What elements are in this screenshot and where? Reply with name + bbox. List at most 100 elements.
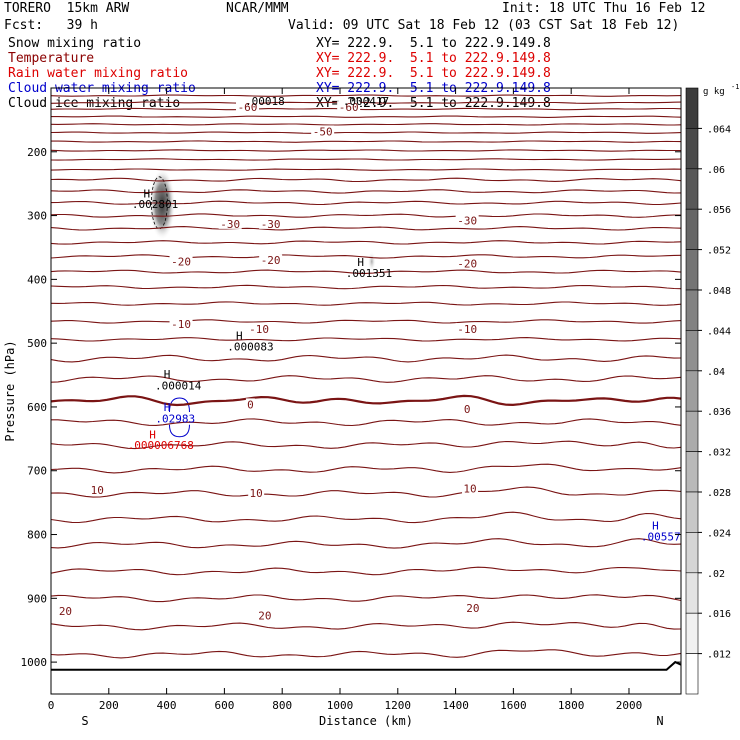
temperature-label: -30 — [457, 215, 477, 228]
extremum-h-marker: H — [164, 401, 171, 414]
temperature-label: -10 — [171, 318, 191, 331]
center-label: NCAR/MMM — [226, 1, 289, 16]
isotherm-line — [50, 189, 682, 194]
field-rain-name: Rain water mixing ratio — [8, 66, 189, 81]
y-tick-label: 600 — [27, 401, 47, 414]
colorbar-tick-label: .016 — [707, 609, 731, 620]
colorbar-bin — [685, 410, 699, 452]
isotherm-line — [50, 511, 682, 524]
extremum-value: .000083 — [227, 340, 273, 353]
snow-secondary-shading — [367, 251, 376, 272]
temperature-label: -20 — [171, 256, 191, 269]
x-tick-label: 400 — [157, 699, 177, 712]
isotherm-line — [50, 538, 682, 549]
colorbar-tick-label: .024 — [707, 528, 731, 539]
extremum-value: .000014 — [155, 379, 202, 392]
colorbar-bin — [685, 653, 699, 695]
temperature-label-bg — [311, 125, 335, 137]
isotherm-line — [50, 131, 682, 134]
temperature-label: -10 — [457, 323, 477, 336]
colorbar-unit: g kg — [703, 87, 725, 97]
temperature-label: -60 — [238, 101, 258, 114]
colorbar-bin — [685, 572, 699, 614]
colorbar-tick-label: .064 — [707, 124, 731, 135]
isotherm-line — [50, 269, 682, 274]
isotherm-line — [50, 486, 682, 498]
y-tick-label: 900 — [27, 592, 47, 605]
field-temperature-name: Temperature — [8, 51, 95, 66]
colorbar-bin — [685, 289, 699, 331]
colorbar-tick-label: .06 — [707, 165, 725, 176]
extremum-value: .02983 — [155, 412, 195, 425]
colorbar-bin — [685, 370, 699, 412]
y-tick-label: 1000 — [21, 656, 48, 669]
temperature-label: -50 — [313, 125, 333, 138]
colorbar-tick-label: .032 — [707, 448, 731, 459]
extremum-value: .00557 — [641, 530, 681, 543]
extremum-value: .002801 — [132, 198, 178, 211]
plot-frame — [50, 87, 682, 695]
temperature-label-bg — [455, 214, 479, 226]
temperature-label-bg — [455, 257, 479, 269]
valid-time: Valid: 09 UTC Sat 18 Feb 12 (03 CST Sat … — [288, 18, 680, 33]
y-tick-label: 800 — [27, 529, 47, 542]
isotherm-line — [50, 158, 682, 161]
temperature-label: -20 — [457, 257, 477, 270]
temperature-label: -20 — [261, 254, 281, 267]
isotherm-line — [50, 649, 682, 659]
isotherm-line — [50, 149, 681, 152]
isotherm-line — [50, 240, 682, 245]
temperature-label: 0 — [247, 398, 254, 411]
x-tick-label: 1200 — [385, 699, 412, 712]
temperature-label-bg — [455, 323, 479, 335]
colorbar-tick-label: .02 — [707, 569, 725, 580]
colorbar-bin — [685, 87, 699, 129]
temperature-label-bg — [57, 605, 74, 617]
extremum-value: .001351 — [346, 267, 392, 280]
isotherm-line — [50, 123, 682, 126]
temperature-label: 20 — [59, 605, 72, 618]
temperature-label-bg — [462, 402, 472, 414]
y-tick-label: 300 — [27, 210, 47, 223]
temperature-label: 20 — [466, 602, 479, 615]
colorbar-tick-label: .028 — [707, 488, 731, 499]
colorbar-bin — [685, 249, 699, 291]
temperature-label-bg — [259, 254, 283, 266]
x-axis-label: Distance (km) — [319, 714, 413, 728]
temperature-label-bg — [464, 601, 481, 613]
temperature-label-bg — [236, 101, 260, 113]
isotherm-line — [50, 621, 682, 631]
isotherm-line — [50, 440, 682, 450]
colorbar-bin — [685, 168, 699, 210]
south-end-label: S — [81, 714, 88, 728]
isotherm-line — [50, 94, 682, 97]
y-tick-label: 700 — [27, 465, 47, 478]
temperature-label: 10 — [463, 483, 476, 496]
x-tick-label: 1000 — [327, 699, 354, 712]
isotherm-line — [50, 107, 682, 111]
colorbar-tick-label: .036 — [707, 407, 731, 418]
colorbar-tick-label: .044 — [707, 326, 731, 337]
isotherm-line — [50, 177, 682, 183]
isotherm-line — [50, 284, 682, 290]
temperature-label: -60 — [339, 101, 359, 114]
temperature-label-bg — [337, 101, 361, 113]
extremum-value: .000417 — [343, 95, 389, 108]
temperature-label-bg — [248, 487, 265, 499]
x-tick-label: 1600 — [500, 699, 527, 712]
isotherm-line — [50, 566, 682, 576]
x-tick-label: 800 — [272, 699, 292, 712]
colorbar-bin — [685, 128, 699, 170]
isotherm-line — [50, 168, 682, 171]
colorbar-bin — [685, 208, 699, 250]
field-snow-xy: XY= 222.9. 5.1 to 222.9.149.8 — [316, 36, 551, 51]
temperature-label-bg — [89, 483, 106, 495]
temperature-label-bg — [462, 482, 479, 494]
colorbar-tick-label: .052 — [707, 246, 731, 257]
temperature-label: 0 — [464, 403, 471, 416]
field-cloud-ice-name: Cloud ice mixing ratio — [8, 96, 181, 111]
extremum-h-marker: H — [143, 187, 150, 200]
temperature-label: 20 — [258, 610, 271, 623]
colorbar-tick-label: .048 — [707, 286, 731, 297]
